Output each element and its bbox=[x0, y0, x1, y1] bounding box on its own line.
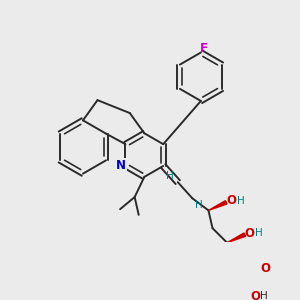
Text: O: O bbox=[250, 290, 260, 300]
Text: H: H bbox=[260, 291, 268, 300]
Text: H: H bbox=[237, 196, 244, 206]
Text: O: O bbox=[226, 194, 236, 207]
Polygon shape bbox=[208, 201, 227, 210]
Polygon shape bbox=[227, 233, 246, 243]
Text: H: H bbox=[195, 200, 202, 210]
Text: H: H bbox=[166, 171, 174, 181]
Text: O: O bbox=[245, 226, 255, 239]
Text: O: O bbox=[261, 262, 271, 275]
Text: H: H bbox=[256, 228, 263, 238]
Text: F: F bbox=[200, 42, 208, 55]
Text: N: N bbox=[116, 160, 126, 172]
